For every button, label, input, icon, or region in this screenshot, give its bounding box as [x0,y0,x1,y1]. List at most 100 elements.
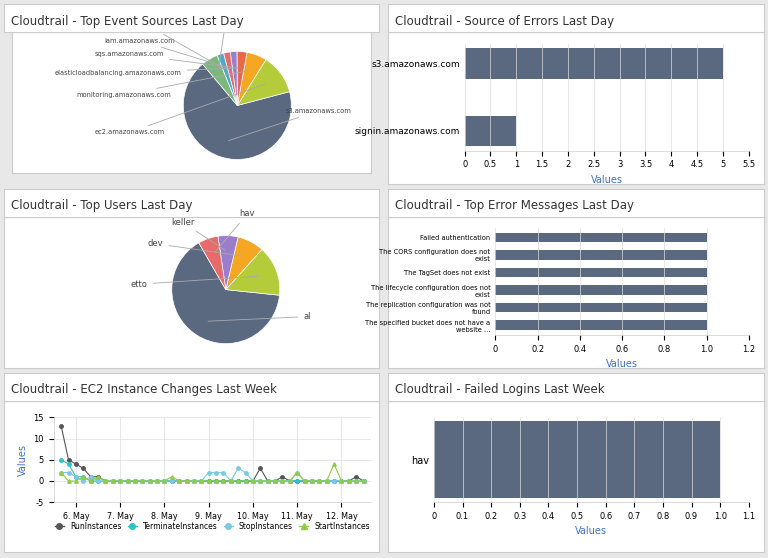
StartInstances [137,478,147,484]
RunInstances [337,478,346,484]
Text: elasticloadbalancing.amazonaws.com: elasticloadbalancing.amazonaws.com [55,68,238,76]
RunInstances [137,478,147,484]
StartInstances [337,478,346,484]
Wedge shape [226,237,262,290]
TerminateInstances [359,478,368,484]
StopInstances [300,478,310,484]
RunInstances [78,465,88,472]
TerminateInstances [94,478,103,484]
TerminateInstances [101,478,110,484]
StopInstances [270,478,280,484]
RunInstances [182,478,191,484]
StartInstances [322,478,331,484]
RunInstances [285,478,294,484]
TerminateInstances [241,478,250,484]
StopInstances [78,478,88,484]
StopInstances [359,478,368,484]
StopInstances [329,478,339,484]
RunInstances [115,478,124,484]
StopInstances [219,469,228,476]
StopInstances [211,469,220,476]
Text: dev: dev [147,239,240,256]
StopInstances [322,478,331,484]
Text: Cloudtrail - Top Users Last Day: Cloudtrail - Top Users Last Day [12,199,193,212]
Line: StartInstances: StartInstances [59,462,366,483]
StopInstances [197,478,206,484]
TerminateInstances [57,456,66,463]
TerminateInstances [86,478,95,484]
StopInstances [137,478,147,484]
StartInstances [270,478,280,484]
RunInstances [241,478,250,484]
StartInstances [189,478,198,484]
Text: sqs.amazonaws.com: sqs.amazonaws.com [94,51,232,68]
Bar [495,268,707,277]
StopInstances [189,478,198,484]
RunInstances [108,478,118,484]
RunInstances [160,478,169,484]
Line: RunInstances: RunInstances [59,424,366,483]
Text: logs.amazonaws.com: logs.amazonaws.com [115,24,223,68]
Text: Cloudtrail - Top Error Messages Last Day: Cloudtrail - Top Error Messages Last Day [396,199,634,212]
StopInstances [108,478,118,484]
Text: s3.amazonaws.com: s3.amazonaws.com [229,108,351,141]
RunInstances [131,478,140,484]
StartInstances [300,478,310,484]
TerminateInstances [64,461,73,468]
RunInstances [263,478,273,484]
StopInstances [123,478,132,484]
StopInstances [115,478,124,484]
StopInstances [57,469,66,476]
RunInstances [94,473,103,480]
StartInstances [211,478,220,484]
TerminateInstances [145,478,154,484]
Bar [465,116,516,146]
StartInstances [359,478,368,484]
TerminateInstances [315,478,324,484]
Wedge shape [237,52,266,105]
StopInstances [64,469,73,476]
StartInstances [174,478,184,484]
StopInstances [101,478,110,484]
StopInstances [344,478,353,484]
RunInstances [248,478,257,484]
RunInstances [293,478,302,484]
Line: StopInstances: StopInstances [59,466,366,483]
TerminateInstances [182,478,191,484]
RunInstances [174,478,184,484]
Wedge shape [223,52,237,105]
RunInstances [322,478,331,484]
Legend: RunInstances, TerminateInstances, StopInstances, StartInstances: RunInstances, TerminateInstances, StopIn… [51,519,373,534]
RunInstances [352,473,361,480]
StartInstances [145,478,154,484]
TerminateInstances [227,478,236,484]
StartInstances [152,478,161,484]
Text: monitoring.amazonaws.com: monitoring.amazonaws.com [77,71,248,98]
StopInstances [94,478,103,484]
TerminateInstances [152,478,161,484]
TerminateInstances [278,478,287,484]
StartInstances [101,478,110,484]
StartInstances [352,478,361,484]
TerminateInstances [293,478,302,484]
StartInstances [204,478,214,484]
StartInstances [182,478,191,484]
RunInstances [123,478,132,484]
TerminateInstances [263,478,273,484]
TerminateInstances [78,473,88,480]
StartInstances [315,478,324,484]
Bar [465,49,723,79]
StartInstances [307,478,316,484]
TerminateInstances [174,478,184,484]
RunInstances [189,478,198,484]
RunInstances [204,478,214,484]
TerminateInstances [337,478,346,484]
StartInstances [115,478,124,484]
Wedge shape [230,51,237,105]
StopInstances [227,478,236,484]
StopInstances [293,469,302,476]
StartInstances [78,473,88,480]
StopInstances [204,469,214,476]
Text: keller: keller [171,218,225,251]
StopInstances [71,473,81,480]
